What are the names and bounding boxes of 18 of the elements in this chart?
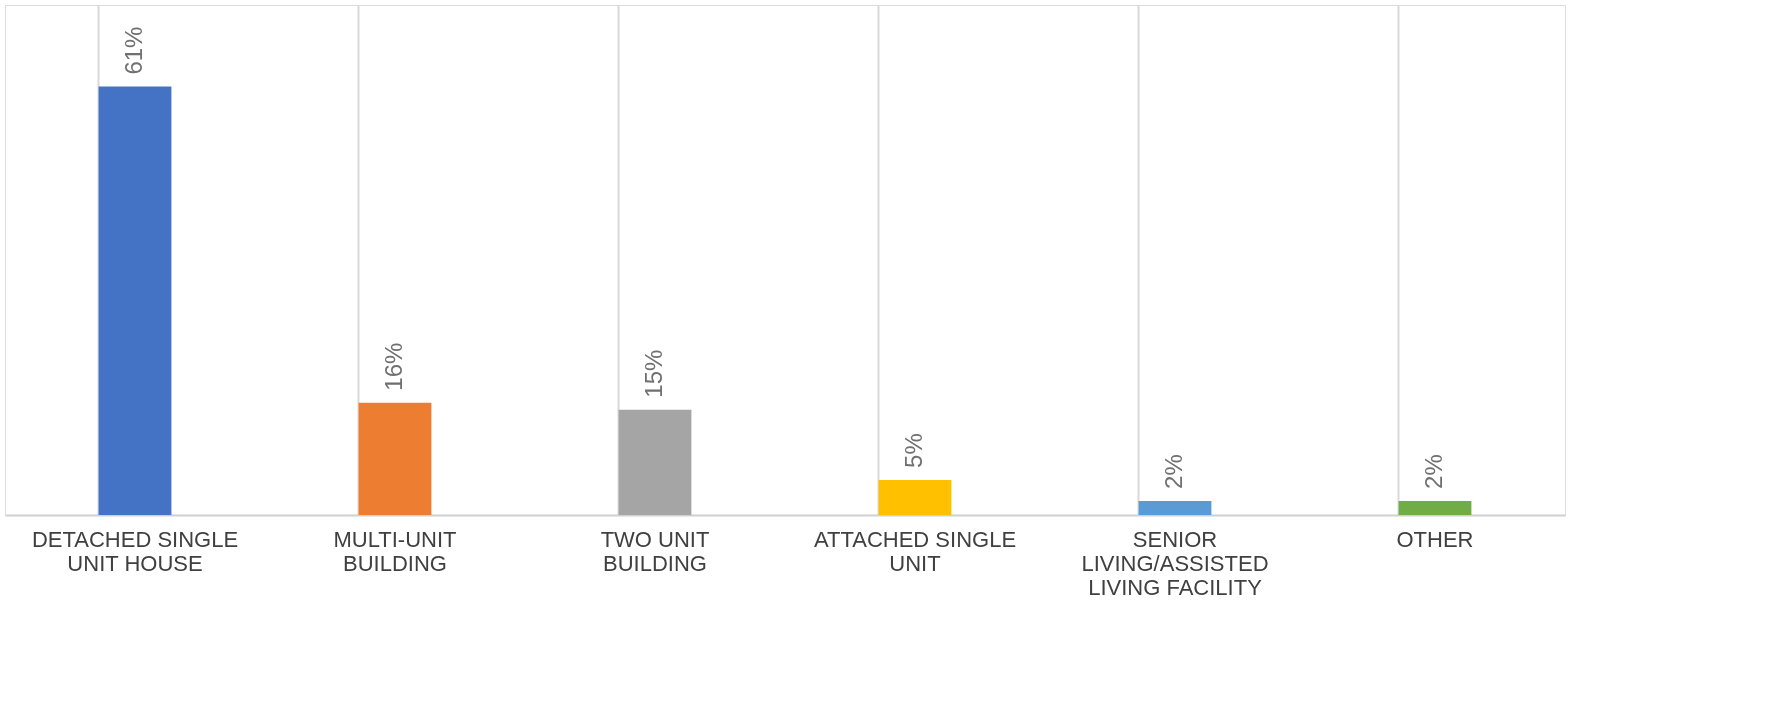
data-label: 61% [120,26,147,75]
x-tick-label: TWO UNIT BUILDING [600,526,710,576]
bar [1138,500,1212,515]
data-label: 5% [900,433,927,468]
bar [98,86,172,515]
x-tick-label: ATTACHED SINGLE UNIT [813,526,1017,576]
bar [1398,500,1472,515]
data-label: 2% [1160,454,1187,489]
x-tick-label: MULTI-UNIT BUILDING [333,526,457,576]
data-label: 16% [380,342,407,391]
x-tick-label: SENIOR LIVING/ASSISTED LIVING FACILITY [1081,526,1269,600]
data-label: 2% [1420,454,1447,489]
data-label: 15% [640,349,667,398]
bar [358,402,432,515]
x-tick-label: OTHER [1396,526,1474,552]
bar [618,409,692,515]
x-tick-label: DETACHED SINGLE UNIT HOUSE [31,526,239,576]
bar [878,479,952,515]
